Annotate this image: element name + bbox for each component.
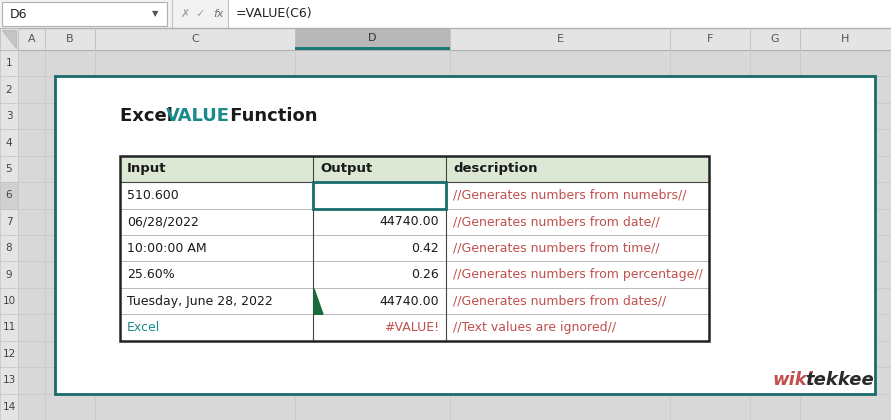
- Text: Function: Function: [224, 107, 317, 125]
- Bar: [0, 156, 18, 182]
- Bar: [0, 28, 18, 50]
- Text: H: H: [841, 34, 850, 44]
- Bar: [0, 103, 18, 129]
- Text: 14: 14: [3, 402, 16, 412]
- Text: E: E: [557, 34, 563, 44]
- Text: tekkee: tekkee: [805, 371, 874, 389]
- Bar: [0, 182, 18, 209]
- Text: //Text values are ignored//: //Text values are ignored//: [453, 321, 616, 334]
- Text: //Generates numbers from dates//: //Generates numbers from dates//: [453, 294, 666, 307]
- Text: 13: 13: [3, 375, 16, 386]
- Text: 8: 8: [5, 243, 12, 253]
- Text: VALUE: VALUE: [166, 107, 230, 125]
- Text: 510.60: 510.60: [396, 189, 439, 202]
- Bar: [0, 314, 18, 341]
- Bar: [120, 156, 709, 341]
- Bar: [0, 288, 18, 314]
- Bar: [120, 288, 709, 314]
- Text: Excel: Excel: [120, 107, 179, 125]
- Text: ▼: ▼: [151, 10, 159, 18]
- Bar: [0, 76, 18, 103]
- Text: Excel: Excel: [127, 321, 160, 334]
- Bar: [0, 28, 891, 50]
- Text: D6: D6: [10, 8, 28, 21]
- Text: 10: 10: [3, 296, 15, 306]
- Text: 2: 2: [5, 85, 12, 94]
- Text: ✗: ✗: [180, 9, 190, 19]
- Text: 7: 7: [5, 217, 12, 227]
- Text: 3: 3: [5, 111, 12, 121]
- Polygon shape: [314, 289, 323, 314]
- Bar: [55, 76, 875, 394]
- Text: //Generates numbers from numebrs//: //Generates numbers from numebrs//: [453, 189, 686, 202]
- Bar: [313, 182, 446, 209]
- Text: Input: Input: [127, 163, 167, 176]
- Text: 4: 4: [5, 137, 12, 147]
- Bar: [120, 209, 709, 235]
- Text: D: D: [368, 33, 377, 43]
- Bar: [0, 50, 18, 76]
- Text: 25.60%: 25.60%: [127, 268, 175, 281]
- Text: description: description: [453, 163, 537, 176]
- Bar: [120, 156, 709, 182]
- Bar: [120, 182, 709, 209]
- Bar: [0, 341, 18, 367]
- Text: =VALUE(C6): =VALUE(C6): [236, 8, 313, 21]
- Bar: [120, 261, 709, 288]
- Text: 11: 11: [3, 323, 16, 333]
- Bar: [0, 182, 18, 209]
- Text: 44740.00: 44740.00: [380, 294, 439, 307]
- Text: Tuesday, June 28, 2022: Tuesday, June 28, 2022: [127, 294, 273, 307]
- Bar: [0, 235, 18, 261]
- Text: C: C: [192, 34, 199, 44]
- Text: 510.600: 510.600: [127, 189, 179, 202]
- Bar: [295, 28, 450, 50]
- Text: //Generates numbers from date//: //Generates numbers from date//: [453, 215, 659, 228]
- Bar: [0, 261, 18, 288]
- Text: 10:00:00 AM: 10:00:00 AM: [127, 242, 207, 255]
- Text: 12: 12: [3, 349, 16, 359]
- Text: #VALUE!: #VALUE!: [384, 321, 439, 334]
- Text: Output: Output: [320, 163, 372, 176]
- Text: A: A: [28, 34, 36, 44]
- Text: 9: 9: [5, 270, 12, 280]
- Bar: [0, 209, 18, 235]
- Bar: [0, 129, 18, 156]
- Text: //Generates numbers from time//: //Generates numbers from time//: [453, 242, 659, 255]
- Text: B: B: [66, 34, 74, 44]
- Bar: [0, 394, 18, 420]
- Text: ✓: ✓: [195, 9, 205, 19]
- Text: F: F: [707, 34, 713, 44]
- Bar: [0, 0, 891, 28]
- Text: 0.42: 0.42: [412, 242, 439, 255]
- Text: 5: 5: [5, 164, 12, 174]
- Text: 6: 6: [5, 190, 12, 200]
- Text: //Generates numbers from percentage//: //Generates numbers from percentage//: [453, 268, 703, 281]
- Text: 1: 1: [5, 58, 12, 68]
- Text: 06/28/2022: 06/28/2022: [127, 215, 199, 228]
- Polygon shape: [2, 30, 16, 48]
- Bar: [120, 314, 709, 341]
- Bar: [2, 2, 167, 26]
- Text: G: G: [771, 34, 780, 44]
- Text: wiki: wiki: [772, 371, 813, 389]
- Text: 0.26: 0.26: [412, 268, 439, 281]
- Text: 44740.00: 44740.00: [380, 215, 439, 228]
- Bar: [295, 47, 450, 50]
- Text: fx: fx: [213, 9, 224, 19]
- Bar: [120, 235, 709, 261]
- Bar: [229, 0, 891, 28]
- Bar: [0, 367, 18, 394]
